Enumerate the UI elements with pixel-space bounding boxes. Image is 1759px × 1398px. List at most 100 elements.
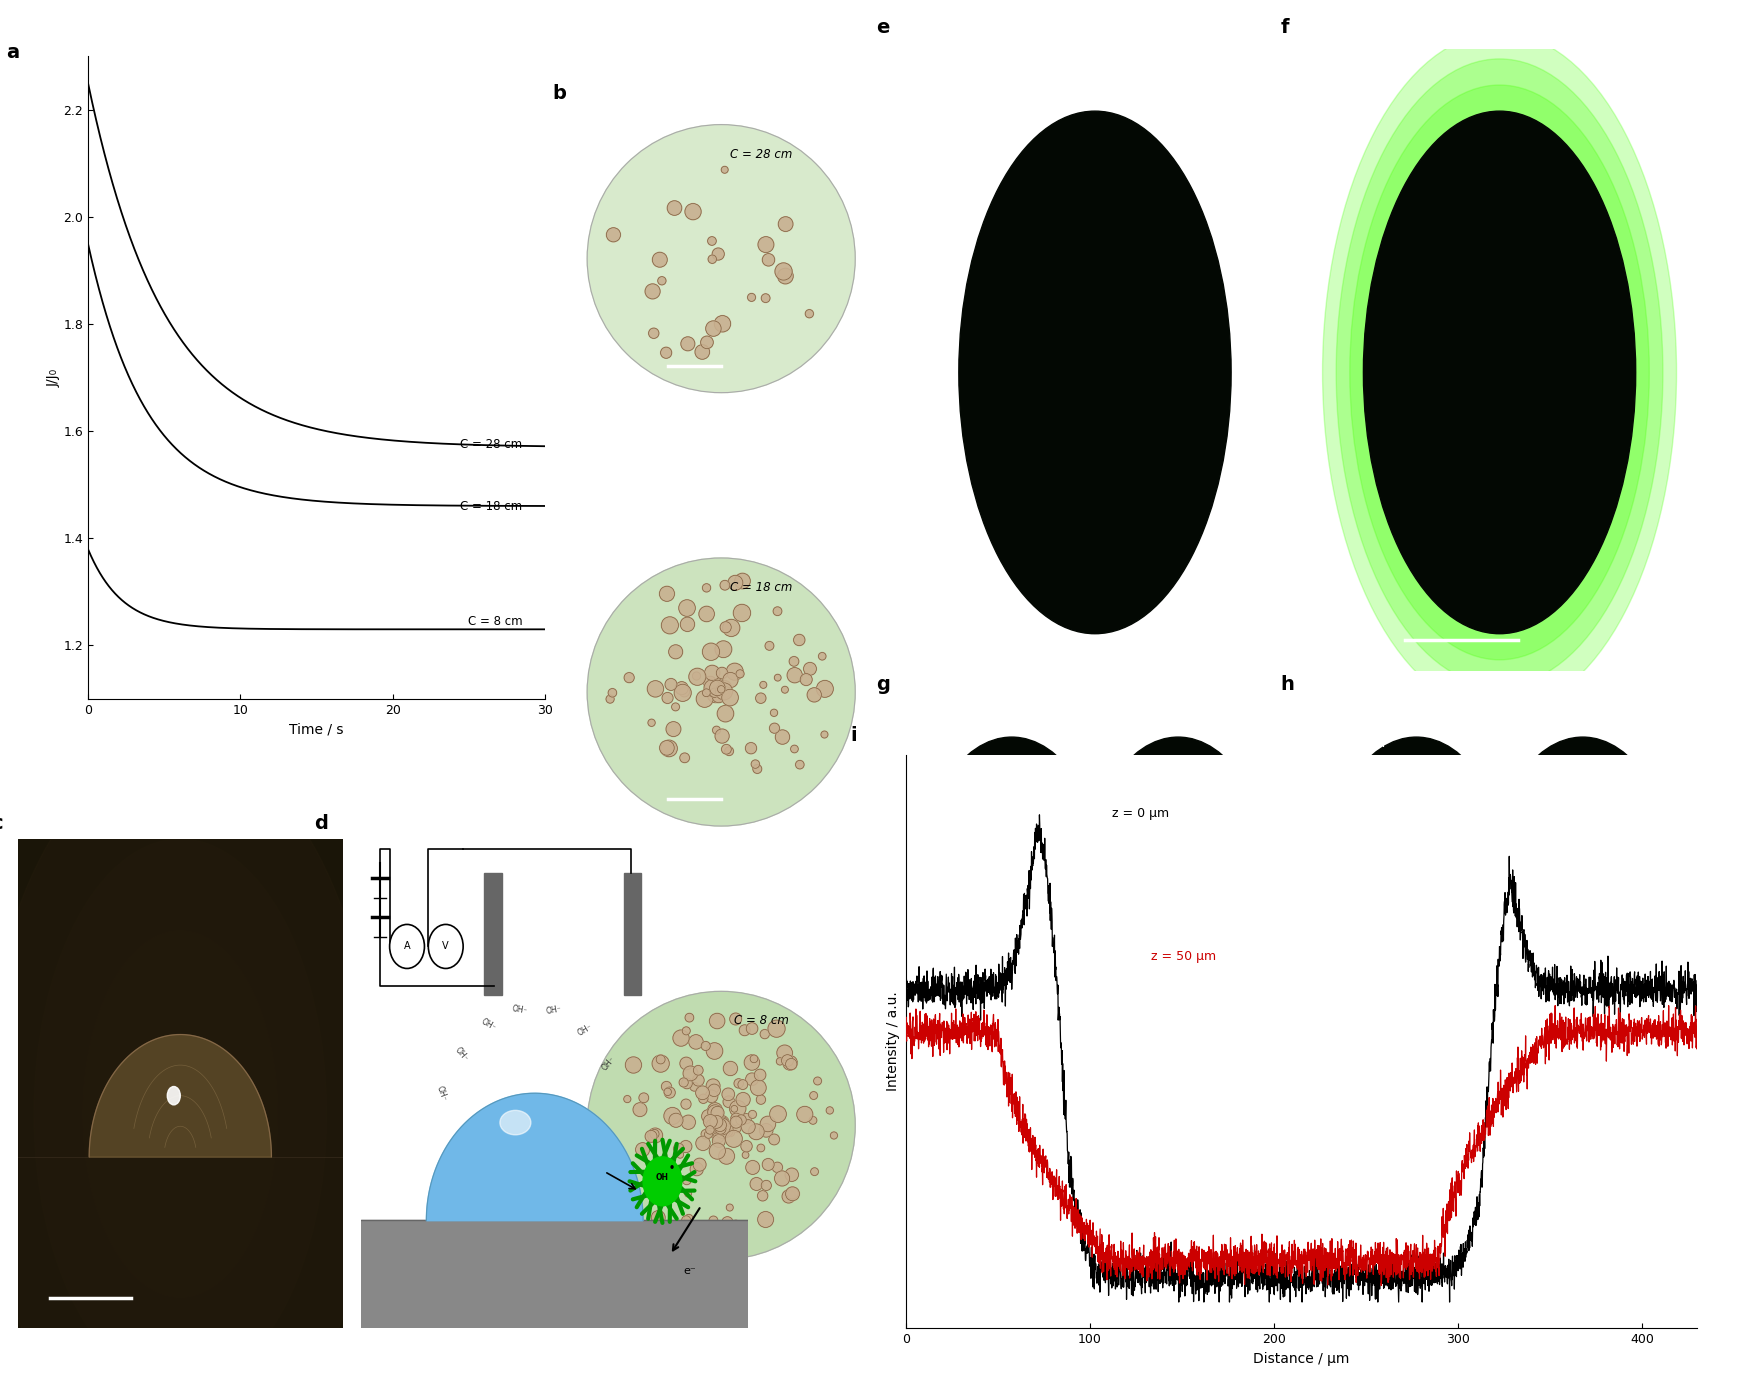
X-axis label: Time / s: Time / s — [290, 723, 343, 737]
Text: z = 0 μm: z = 0 μm — [1112, 807, 1168, 819]
Circle shape — [721, 1216, 734, 1227]
Text: f: f — [1281, 11, 1289, 29]
Circle shape — [916, 737, 1106, 1048]
Circle shape — [723, 1096, 735, 1107]
Circle shape — [772, 1162, 783, 1173]
Circle shape — [389, 924, 424, 969]
Circle shape — [714, 316, 730, 331]
Circle shape — [719, 1148, 735, 1165]
Circle shape — [726, 663, 744, 681]
Circle shape — [797, 1106, 813, 1123]
Circle shape — [728, 576, 742, 590]
Circle shape — [783, 1190, 795, 1204]
Circle shape — [1321, 737, 1511, 1048]
Text: OH⁻: OH⁻ — [510, 1004, 528, 1016]
Circle shape — [1488, 730, 1678, 1046]
Circle shape — [702, 643, 719, 660]
Circle shape — [718, 685, 725, 693]
Circle shape — [681, 1078, 693, 1089]
Circle shape — [716, 1124, 730, 1138]
Circle shape — [647, 719, 654, 727]
Text: OH⁻: OH⁻ — [600, 1055, 617, 1072]
Circle shape — [716, 667, 728, 679]
Circle shape — [661, 1082, 672, 1092]
Circle shape — [714, 1117, 730, 1132]
Circle shape — [1488, 737, 1678, 1048]
Circle shape — [702, 1130, 711, 1139]
Text: g: g — [876, 675, 890, 693]
Circle shape — [670, 1222, 684, 1236]
Text: •: • — [668, 1163, 675, 1173]
Circle shape — [732, 1106, 737, 1113]
Circle shape — [682, 1176, 691, 1184]
Circle shape — [746, 1072, 758, 1086]
Circle shape — [1393, 937, 1606, 1285]
Circle shape — [653, 252, 667, 267]
Circle shape — [765, 642, 774, 650]
Text: h: h — [1281, 675, 1295, 693]
Circle shape — [777, 268, 793, 284]
Circle shape — [660, 1184, 675, 1199]
Circle shape — [1321, 730, 1511, 1046]
Circle shape — [760, 1029, 769, 1039]
Circle shape — [647, 1128, 663, 1144]
Circle shape — [661, 1188, 670, 1198]
Circle shape — [786, 1058, 797, 1069]
Circle shape — [718, 681, 732, 695]
Text: OH: OH — [656, 1173, 668, 1181]
Circle shape — [751, 1079, 767, 1096]
Circle shape — [721, 744, 732, 754]
Circle shape — [709, 254, 716, 263]
Circle shape — [651, 1211, 665, 1225]
Text: OH⁻: OH⁻ — [545, 1004, 563, 1016]
Bar — [624, 872, 640, 995]
Circle shape — [707, 685, 725, 703]
Circle shape — [716, 1123, 726, 1134]
Circle shape — [723, 672, 739, 688]
Circle shape — [1393, 931, 1606, 1283]
Circle shape — [786, 1187, 799, 1199]
Circle shape — [705, 1131, 712, 1138]
Circle shape — [663, 1107, 681, 1124]
Circle shape — [588, 558, 855, 826]
Y-axis label: J/J₀: J/J₀ — [46, 369, 60, 386]
Text: OCP: OCP — [915, 80, 941, 94]
Circle shape — [716, 682, 732, 700]
Circle shape — [739, 1025, 749, 1036]
Circle shape — [774, 1172, 790, 1186]
Circle shape — [714, 1125, 723, 1134]
Circle shape — [783, 1055, 797, 1071]
Polygon shape — [426, 1093, 644, 1220]
Text: C = 8 cm: C = 8 cm — [734, 1015, 788, 1028]
Ellipse shape — [1349, 85, 1650, 660]
Circle shape — [709, 1216, 718, 1225]
Circle shape — [719, 622, 732, 633]
Circle shape — [653, 1055, 668, 1072]
Circle shape — [725, 1130, 742, 1148]
Circle shape — [741, 1120, 755, 1134]
Circle shape — [681, 1057, 693, 1069]
Circle shape — [769, 1021, 785, 1037]
Circle shape — [718, 1118, 725, 1127]
Circle shape — [723, 619, 741, 636]
Ellipse shape — [167, 1086, 181, 1104]
Circle shape — [682, 1216, 691, 1225]
Circle shape — [721, 166, 728, 173]
Circle shape — [712, 726, 721, 734]
Text: C = 28 cm: C = 28 cm — [730, 148, 793, 161]
Circle shape — [769, 1134, 779, 1145]
Circle shape — [714, 1118, 730, 1135]
Circle shape — [737, 1079, 748, 1089]
Text: OH⁻: OH⁻ — [575, 1022, 595, 1037]
Circle shape — [723, 1061, 737, 1075]
Circle shape — [735, 670, 744, 678]
Circle shape — [707, 1083, 721, 1096]
Circle shape — [644, 1158, 682, 1205]
Ellipse shape — [1323, 32, 1676, 712]
Circle shape — [674, 1144, 684, 1153]
Text: b: b — [552, 84, 566, 103]
Circle shape — [786, 1187, 800, 1201]
Circle shape — [693, 672, 700, 679]
Circle shape — [707, 1118, 723, 1135]
Circle shape — [756, 1144, 765, 1152]
